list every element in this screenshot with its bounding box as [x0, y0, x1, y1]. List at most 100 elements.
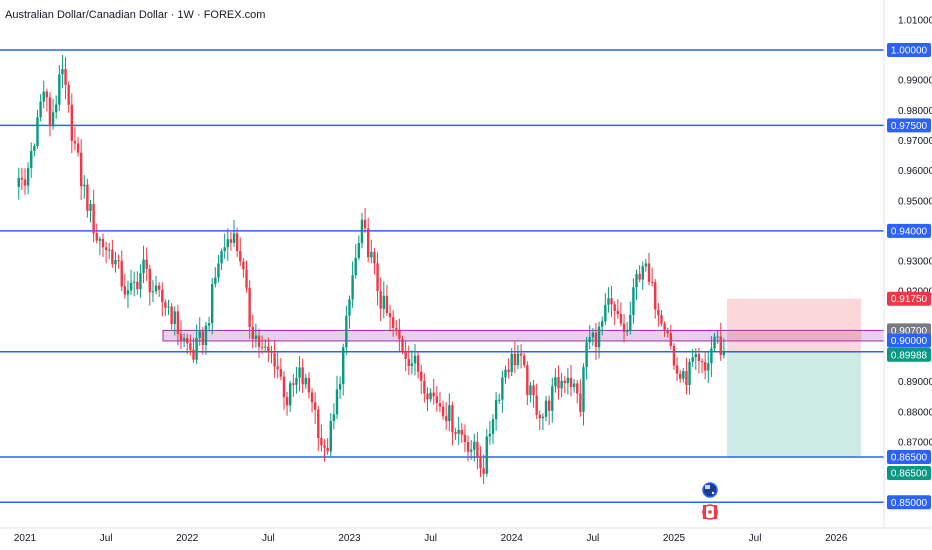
price-tag-label: 0.90000	[891, 336, 928, 347]
candle	[479, 446, 482, 478]
candle-body	[463, 434, 467, 443]
candle-body	[420, 371, 423, 381]
candle	[576, 380, 579, 404]
price-tags-layer: 1.00000 0.97500 0.94000 0.91750 0.907000.900…	[887, 43, 931, 510]
x-tick-label: 2026	[825, 533, 848, 544]
candle-body	[616, 310, 619, 315]
candle	[98, 236, 102, 256]
candle-body	[473, 441, 476, 450]
candle-body	[407, 358, 410, 366]
candle	[164, 299, 167, 317]
candle-body	[276, 366, 279, 370]
candle	[663, 321, 666, 337]
candle-body	[245, 269, 248, 288]
candle-body	[594, 332, 598, 348]
candle	[329, 413, 332, 457]
candle-body	[585, 342, 588, 368]
candle	[254, 323, 258, 348]
candle-body	[579, 393, 582, 412]
x-tick-label: Jul	[586, 533, 599, 544]
candle	[332, 403, 336, 430]
candle	[145, 247, 148, 281]
candle-body	[161, 289, 164, 303]
candle-body	[432, 392, 435, 397]
candle-body	[700, 361, 704, 363]
candle	[176, 304, 180, 346]
candle	[697, 347, 701, 374]
candle	[498, 393, 501, 404]
candle-body	[410, 363, 414, 366]
candle-body	[685, 371, 688, 385]
price-tag-label: 0.89988	[891, 350, 928, 361]
candle-body	[657, 309, 660, 316]
candle-body	[501, 377, 504, 400]
candle	[42, 80, 45, 109]
candle	[317, 406, 320, 452]
y-tick-label: 0.88000	[898, 407, 932, 418]
candle	[682, 367, 685, 383]
candle	[710, 336, 713, 378]
candle	[579, 379, 582, 417]
candle-body	[270, 351, 273, 354]
candle	[566, 368, 570, 395]
candle	[488, 420, 492, 445]
take-profit-area[interactable]	[727, 351, 862, 458]
candle-body	[285, 397, 289, 406]
australia-flag-event-icon[interactable]	[702, 482, 718, 498]
candle-body	[669, 333, 673, 346]
candle	[214, 267, 217, 288]
candle	[301, 358, 304, 394]
candle	[482, 454, 485, 484]
stop-loss-area[interactable]	[727, 298, 862, 352]
candle	[58, 65, 61, 112]
candle-body	[111, 249, 114, 265]
candle	[638, 264, 641, 283]
canada-flag-event-icon[interactable]	[702, 504, 718, 520]
candle-body	[104, 247, 108, 251]
candle	[83, 174, 86, 199]
candle	[591, 328, 595, 346]
candle-body	[267, 346, 270, 352]
candle	[123, 273, 127, 299]
candle-body	[713, 336, 716, 349]
short-position-layer[interactable]	[727, 298, 862, 458]
candle-body	[479, 457, 482, 469]
candle	[391, 310, 395, 337]
candle	[420, 364, 423, 395]
candle	[688, 358, 691, 395]
candle-body	[235, 233, 239, 252]
candle-body	[189, 343, 192, 350]
candle-body	[304, 377, 307, 385]
candle-body	[76, 143, 80, 153]
events-layer[interactable]	[702, 482, 718, 520]
candle-body	[229, 239, 233, 243]
candle	[694, 348, 697, 371]
candle-body	[619, 314, 623, 324]
candle-body	[310, 392, 314, 403]
candle	[363, 207, 367, 233]
price-tag-label: 0.90700	[891, 326, 928, 337]
candle	[36, 109, 39, 149]
candle	[111, 239, 114, 268]
candle	[304, 373, 307, 389]
x-tick-label: 2023	[338, 533, 361, 544]
candle	[494, 392, 498, 431]
candle	[476, 431, 479, 470]
candle	[544, 395, 548, 422]
y-tick-label: 0.87000	[898, 437, 932, 448]
price-tag-label: 0.86500	[891, 453, 928, 464]
candle-body	[198, 331, 201, 338]
candle-body	[398, 329, 401, 339]
candle	[657, 302, 660, 327]
candle	[457, 416, 460, 446]
candle-body	[45, 91, 49, 98]
horizontal-levels-layer[interactable]	[0, 49, 884, 503]
candle-body	[226, 239, 229, 248]
candle	[289, 380, 292, 412]
candle	[92, 189, 95, 243]
candle	[367, 217, 370, 263]
candle-body	[317, 409, 320, 439]
candle-body	[576, 383, 579, 394]
candle	[279, 357, 283, 381]
